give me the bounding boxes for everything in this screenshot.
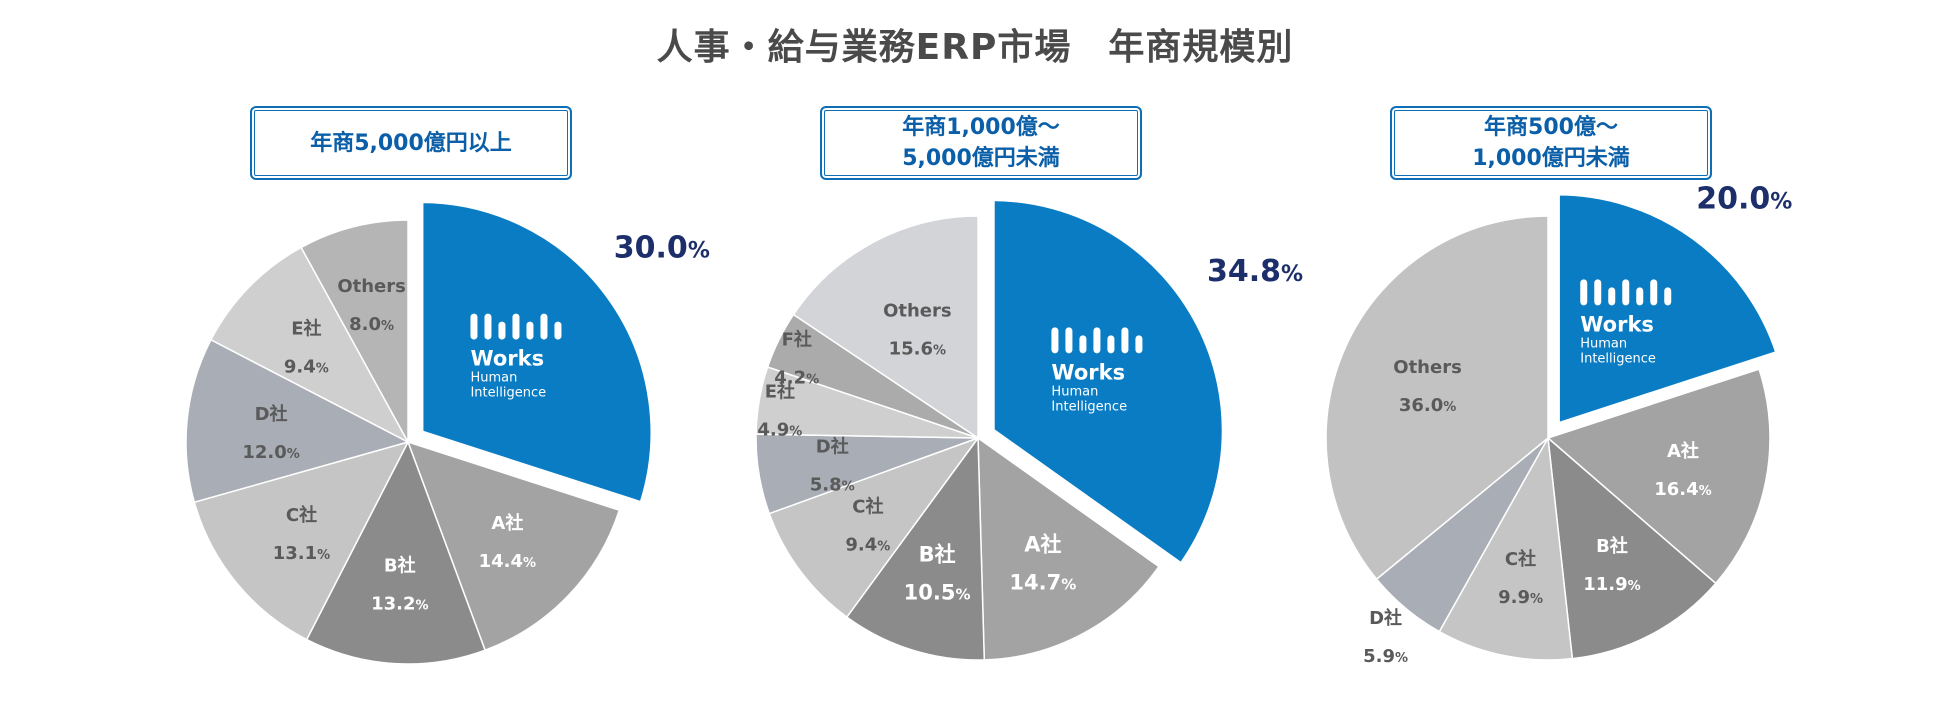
slice-name-label: E社 [765,380,795,402]
pie-slice-works-human-intelligence [418,198,656,508]
slice-percent-label: 5.8% [810,475,855,496]
works-logo-text: Works [1580,312,1654,336]
slice-percent-label: 10.5% [904,580,971,604]
works-logo-mark-icon [1580,279,1672,306]
slice-name-label: A社 [491,512,523,534]
slice-percent-label: 9.9% [1498,587,1543,608]
slice-percent-label: 16.4% [1654,479,1711,500]
works-logo-text: Works [1051,360,1125,384]
slice-name-label: B社 [1596,535,1628,557]
slice-name-label: D社 [1369,607,1402,629]
pie-slice-c社 [193,440,410,641]
slice-name-label: C社 [286,504,317,526]
pie-slice-a社 [406,440,621,652]
slice-percent-label: 5.9% [1363,646,1408,667]
segment-label-line: 年商5,000億円以上 [310,130,512,156]
works-logo-text: Human [1580,336,1627,351]
slice-name-label: C社 [852,496,883,518]
slice-name-label: E社 [291,318,321,340]
pie-slice-b社 [1547,436,1717,660]
pie-slice-d社 [185,338,411,504]
pie-slice-others [300,219,409,443]
slice-percent-label: 13.2% [371,593,428,614]
page-title: 人事・給与業務ERP市場 年商規模別 [656,27,1294,68]
slice-percent-label: 4.9% [757,419,802,440]
slice-percent-label: 8.0% [349,314,394,335]
works-logo-text: Intelligence [470,386,546,401]
pie-slice-c社 [1438,435,1574,661]
slice-name-label: D社 [816,436,849,458]
pie-slice-b社 [305,440,487,665]
slice-percent-label: 15.6% [889,338,946,359]
slice-name-label: A社 [1667,440,1699,462]
works-logo-text: Intelligence [1580,351,1656,366]
works-logo-mark-icon [470,313,562,340]
pie-slice-e社 [209,246,410,444]
pie-slice-a社 [977,436,1160,661]
segment-label-large: 年商5,000億円以上 [250,106,572,180]
slice-name-label: A社 [1024,532,1061,556]
slice-name-label: F社 [782,329,812,351]
slice-percent-label: 11.9% [1583,574,1640,595]
pie-slice-others [792,215,979,440]
slice-percent-label: 13.1% [273,543,330,564]
segment-label-small: 年商500億～ 1,000億円未満 [1390,106,1712,180]
pie-slice-works-human-intelligence [989,196,1227,569]
highlight-percent-label: 30.0% [614,231,710,266]
pie-slice-others [1325,215,1549,581]
highlight-percent-label: 20.0% [1696,181,1792,216]
pie-slice-c社 [768,436,981,619]
slice-percent-label: 9.4% [284,357,329,378]
slice-percent-label: 9.4% [845,535,890,556]
segment-label-line: 年商1,000億～ [902,115,1060,140]
works-logo-text: Human [470,371,517,386]
highlight-percent-label: 34.8% [1207,254,1303,289]
segment-label-mid: 年商1,000億～ 5,000億円未満 [820,106,1142,180]
slice-name-label: C社 [1505,548,1536,570]
works-logo-mark-icon [1051,327,1143,354]
slice-name-label: B社 [919,542,956,566]
pie-slice-b社 [845,435,986,661]
slice-percent-label: 14.4% [479,551,536,572]
slice-percent-label: 4.2% [774,368,819,389]
slice-name-label: Others [883,300,952,321]
slice-percent-label: 36.0% [1399,395,1456,416]
slice-percent-label: 14.7% [1009,570,1076,594]
pie-slice-works-human-intelligence [1554,190,1782,429]
slice-name-label: B社 [384,554,416,576]
slice-name-label: D社 [255,403,288,425]
slice-percent-label: 12.0% [242,442,299,463]
segment-label-line: 年商500億～ [1484,115,1618,140]
slice-name-label: Others [1393,357,1462,378]
works-logo-text: Works [470,347,544,371]
segment-label-line: 1,000億円未満 [1472,146,1630,171]
works-logo-text: Human [1051,384,1098,399]
pie-slice-a社 [1546,368,1771,585]
works-logo-text: Intelligence [1051,399,1127,414]
segment-label-line: 5,000億円未満 [902,146,1060,171]
slice-name-label: Others [337,276,406,297]
